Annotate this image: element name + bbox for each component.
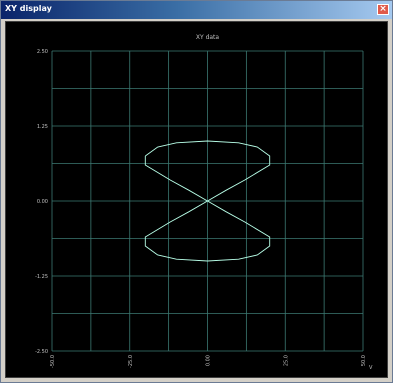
plot-area: XY data 2.50 1.25 0.00 -1.25 -2.50 -50.0 -25.0 0… (5, 21, 388, 378)
x-tick-label: 50.0 (361, 355, 367, 366)
x-tick-label: -50.0 (50, 355, 56, 368)
title-bar[interactable]: XY display × (1, 1, 392, 19)
y-tick-label: 2.50 (37, 49, 48, 55)
y-tick-label: -1.25 (35, 274, 48, 280)
y-tick-label: -2.50 (35, 349, 48, 355)
window-title: XY display (5, 4, 52, 13)
y-tick-label: 0.00 (37, 199, 48, 205)
y-tick-label: 1.25 (37, 124, 48, 130)
x-tick-label: 0.00 (206, 355, 212, 366)
xy-trace (144, 140, 271, 262)
x-unit-label: V (369, 365, 373, 371)
x-tick-label: 25.0 (283, 355, 289, 366)
x-tick-label: -25.0 (128, 355, 134, 368)
close-button[interactable]: × (377, 4, 389, 15)
xy-chart: XY data 2.50 1.25 0.00 -1.25 -2.50-50.0 -25.0 0… (35, 34, 373, 371)
chart-title: XY data (196, 34, 220, 41)
